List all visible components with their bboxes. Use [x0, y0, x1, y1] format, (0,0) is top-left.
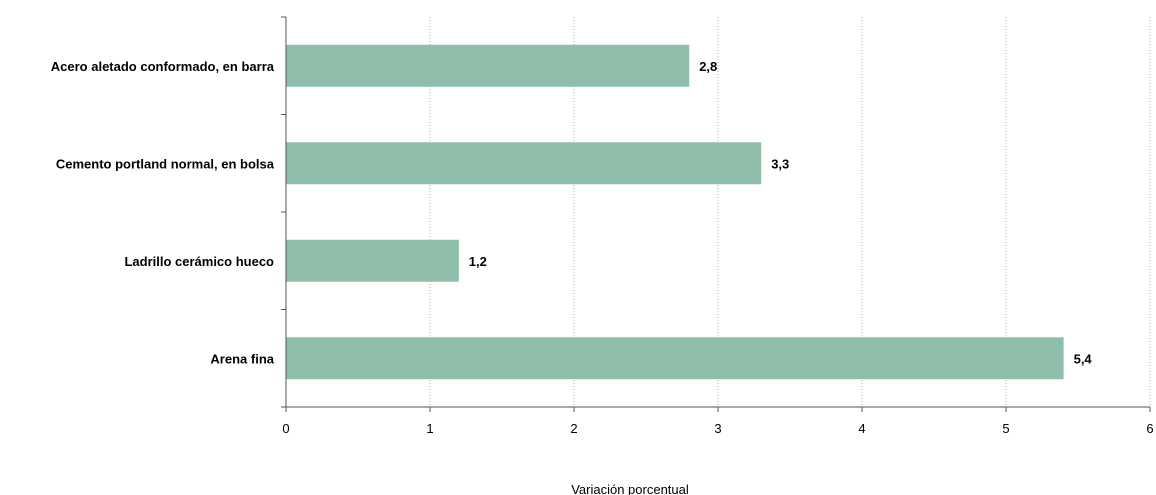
bar: [286, 337, 1064, 380]
x-tick-labels: 0 1 2 3 4 5 6: [282, 421, 1153, 436]
x-tick-label: 1: [426, 421, 433, 436]
bar: [286, 239, 459, 282]
category-label: Ladrillo cerámico hueco: [124, 254, 274, 269]
x-tick-label: 6: [1146, 421, 1153, 436]
category-labels: Acero aletado conformado, en barra Cement…: [51, 59, 275, 367]
category-label: Cemento portland normal, en bolsa: [56, 156, 275, 171]
category-label: Acero aletado conformado, en barra: [51, 59, 275, 74]
x-tick-label: 5: [1002, 421, 1009, 436]
value-labels: 2,8 3,3 1,2 5,4: [469, 59, 1093, 367]
value-label: 5,4: [1074, 351, 1093, 366]
bars: [286, 44, 1064, 380]
x-tick-label: 2: [570, 421, 577, 436]
value-label: 1,2: [469, 254, 487, 269]
x-tick-label: 0: [282, 421, 289, 436]
x-tick-label: 3: [714, 421, 721, 436]
x-axis-title: Variación porcentual: [571, 482, 689, 495]
bar: [286, 142, 762, 185]
value-label: 2,8: [699, 59, 717, 74]
category-label: Arena fina: [210, 351, 274, 366]
axes: [281, 16, 1151, 412]
value-label: 3,3: [771, 156, 789, 171]
x-tick-label: 4: [858, 421, 865, 436]
bar: [286, 44, 690, 87]
